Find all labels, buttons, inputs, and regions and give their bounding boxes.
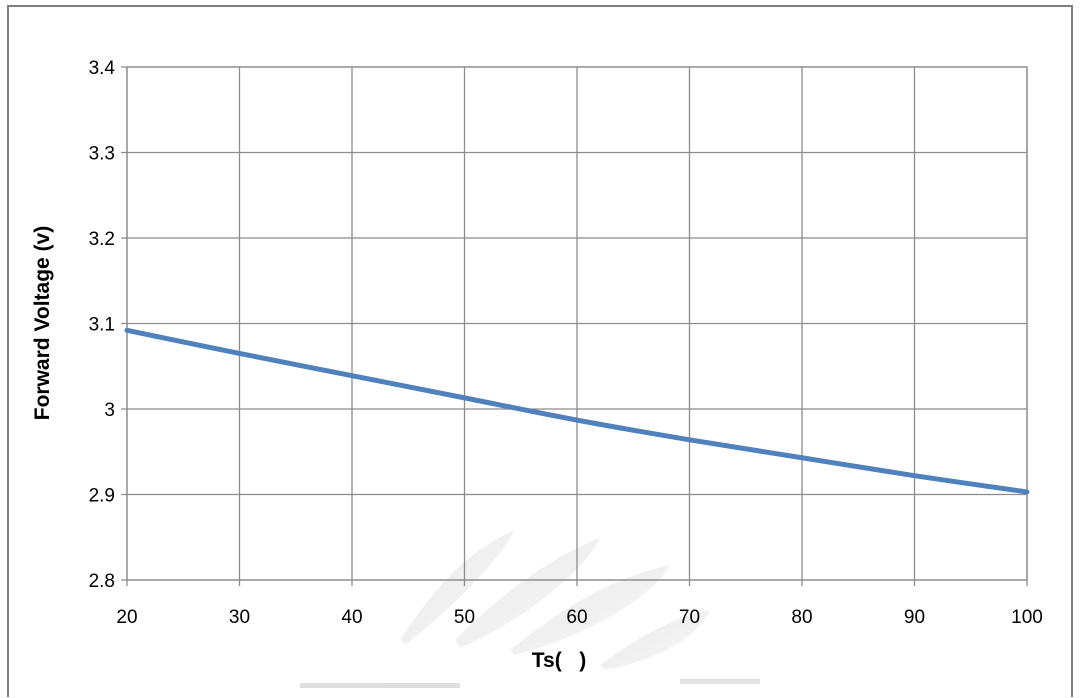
x-tick-label: 30: [229, 607, 250, 628]
y-tick-label: 2.8: [89, 571, 115, 592]
y-axis-tick-labels: 2.8 2.9 3 3.1 3.2 3.3 3.4: [89, 58, 116, 592]
plot-area-border: [126, 66, 1028, 581]
x-tick-label: 100: [1011, 607, 1043, 628]
x-tick-label: 90: [904, 607, 925, 628]
y-tick-label: 3.3: [89, 144, 115, 165]
x-tick-label: 80: [791, 607, 812, 628]
x-tick-label: 20: [116, 607, 137, 628]
x-tick-label: 70: [679, 607, 700, 628]
series-line-0: [124, 327, 1030, 495]
x-axis-tick-labels: 20 30 40 50 60 70 80 90 100: [116, 607, 1042, 628]
x-tick-label: 40: [341, 607, 362, 628]
series-lines: [124, 327, 1030, 495]
y-tick-label: 3.4: [89, 58, 116, 79]
x-tick-label: 60: [566, 607, 587, 628]
y-tick-label: 3.2: [89, 229, 115, 250]
x-tick-label: 50: [454, 607, 475, 628]
y-tick-label: 2.9: [89, 486, 115, 507]
plot-area: [126, 66, 1028, 581]
y-tick-label: 3.1: [89, 315, 115, 336]
grid-lines: [121, 66, 1028, 586]
y-axis-title: Forward Voltage (v): [31, 226, 54, 420]
y-tick-label: 3: [104, 400, 115, 421]
watermark: [300, 530, 760, 688]
x-axis-title: Ts( ): [532, 649, 586, 672]
